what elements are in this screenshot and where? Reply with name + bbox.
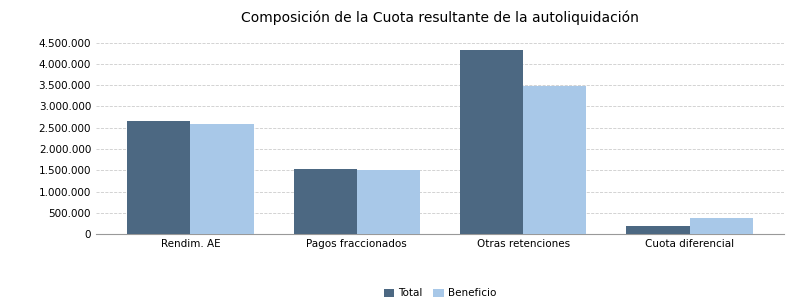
Bar xyxy=(690,218,753,234)
Bar xyxy=(523,86,586,234)
Bar xyxy=(357,170,420,234)
Bar xyxy=(460,50,523,234)
Legend: Total, Beneficio: Total, Beneficio xyxy=(380,284,500,300)
Title: Composición de la Cuota resultante de la autoliquidación: Composición de la Cuota resultante de la… xyxy=(241,10,639,25)
Bar xyxy=(626,226,690,234)
Bar xyxy=(190,124,254,234)
Bar xyxy=(127,122,190,234)
Bar xyxy=(294,169,357,234)
